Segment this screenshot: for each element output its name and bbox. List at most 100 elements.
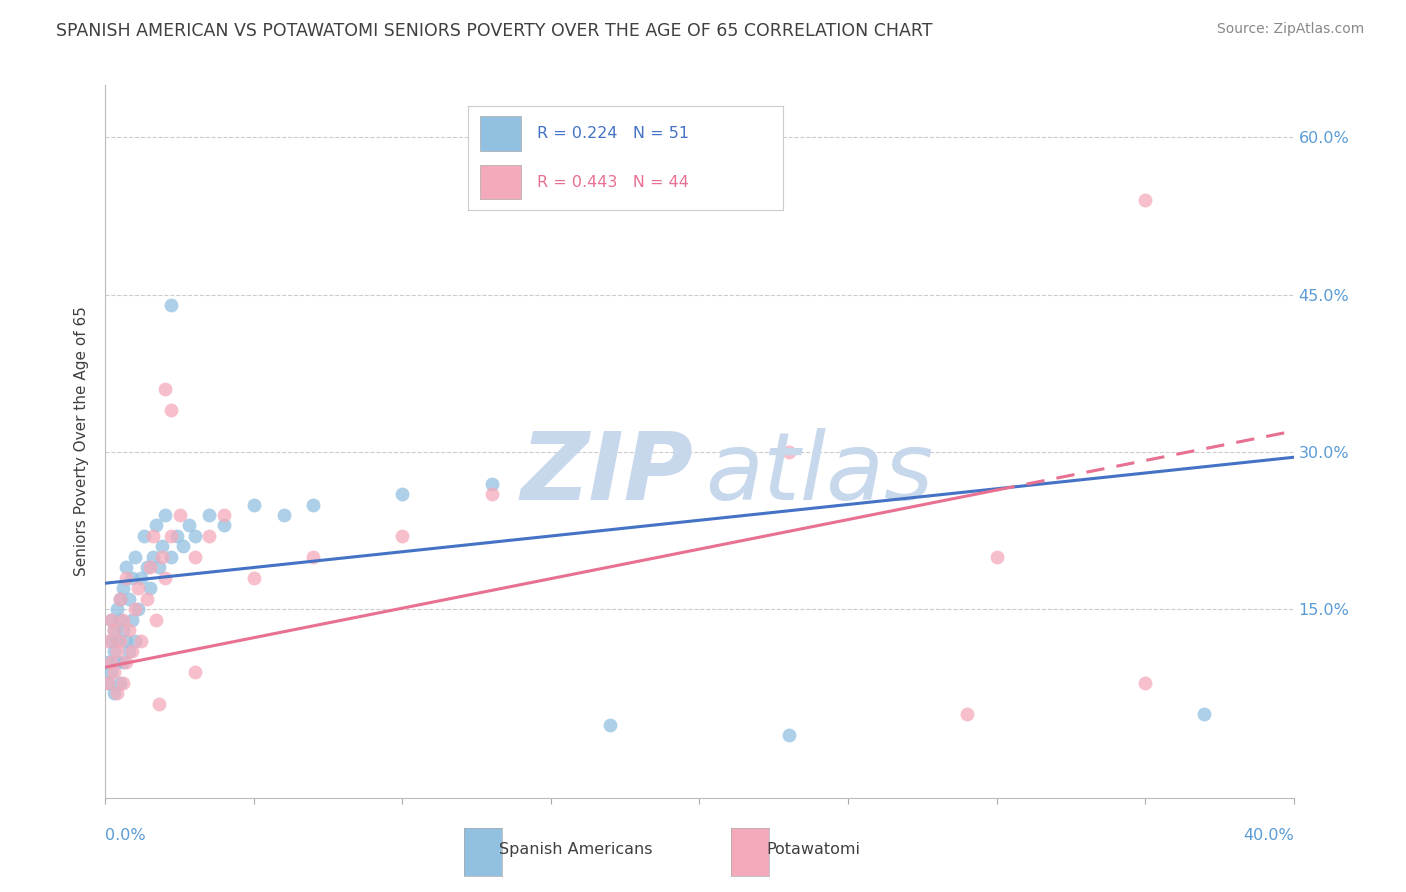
Point (166, 529, 188, 543)
Point (136, 560, 159, 574)
Point (97, 676, 120, 690)
Point (986, 549, 1008, 564)
Point (97, 676, 120, 690)
Point (198, 529, 221, 543)
Point (118, 591, 141, 606)
Point (391, 529, 413, 543)
Point (100, 613, 122, 627)
Point (599, 718, 621, 732)
Point (628, 466, 651, 480)
Point (148, 697, 170, 711)
Point (183, 665, 205, 680)
Text: atlas: atlas (706, 428, 934, 519)
Point (159, 298, 181, 312)
Point (105, 655, 128, 669)
Point (956, 707, 979, 722)
Point (124, 549, 146, 564)
Point (273, 508, 295, 522)
Point (110, 634, 132, 648)
Point (139, 560, 162, 574)
Text: Potawatomi: Potawatomi (766, 842, 860, 856)
Point (142, 529, 165, 543)
Point (481, 476, 503, 491)
Point (124, 602, 146, 616)
Point (183, 549, 205, 564)
Point (110, 613, 132, 627)
Point (243, 571, 266, 585)
Point (153, 382, 176, 396)
Point (112, 582, 135, 596)
Point (121, 613, 143, 627)
Point (118, 624, 141, 638)
Point (100, 613, 122, 627)
Point (105, 644, 128, 658)
Point (139, 582, 162, 596)
Point (145, 518, 167, 533)
Point (103, 624, 125, 638)
Point (1133, 676, 1156, 690)
Point (391, 487, 413, 501)
Text: Source: ZipAtlas.com: Source: ZipAtlas.com (1216, 22, 1364, 37)
Point (153, 571, 176, 585)
Point (172, 540, 194, 554)
Point (129, 571, 152, 585)
Point (97, 655, 120, 669)
Text: 40.0%: 40.0% (1243, 828, 1294, 843)
Point (112, 676, 135, 690)
Point (159, 403, 181, 417)
Point (121, 644, 143, 658)
Point (124, 634, 146, 648)
Point (110, 676, 132, 690)
Point (100, 655, 122, 669)
Point (150, 549, 173, 564)
Point (103, 644, 125, 658)
Point (110, 591, 132, 606)
Point (112, 613, 135, 627)
Point (110, 591, 132, 606)
Point (100, 634, 122, 648)
Text: SPANISH AMERICAN VS POTAWATOMI SENIORS POVERTY OVER THE AGE OF 65 CORRELATION CH: SPANISH AMERICAN VS POTAWATOMI SENIORS P… (56, 22, 932, 40)
Point (115, 655, 138, 669)
Point (153, 508, 176, 522)
Point (118, 644, 141, 658)
Point (778, 445, 800, 459)
Point (103, 686, 125, 700)
Point (243, 498, 266, 512)
Point (112, 624, 135, 638)
Text: Spanish Americans: Spanish Americans (499, 842, 652, 856)
Point (97, 634, 120, 648)
Point (115, 571, 138, 585)
Point (100, 665, 122, 680)
Y-axis label: Seniors Poverty Over the Age of 65: Seniors Poverty Over the Age of 65 (75, 307, 90, 576)
Point (145, 613, 167, 627)
Point (302, 549, 325, 564)
Point (103, 665, 125, 680)
Point (169, 508, 191, 522)
Point (214, 508, 236, 522)
Point (105, 602, 128, 616)
Point (1133, 193, 1156, 207)
Point (159, 529, 181, 543)
Point (177, 518, 200, 533)
Point (121, 571, 143, 585)
Point (150, 540, 173, 554)
Point (115, 634, 138, 648)
Point (302, 498, 325, 512)
Text: ZIP: ZIP (520, 427, 693, 520)
Point (127, 582, 149, 596)
Point (112, 655, 135, 669)
Point (105, 634, 128, 648)
Point (481, 487, 503, 501)
Point (778, 728, 800, 742)
Point (132, 529, 155, 543)
Point (127, 602, 149, 616)
Point (142, 549, 165, 564)
Point (115, 560, 138, 574)
Point (159, 549, 181, 564)
Point (129, 634, 152, 648)
Point (183, 529, 205, 543)
Point (105, 686, 128, 700)
Point (148, 560, 170, 574)
Point (103, 624, 125, 638)
Point (1194, 707, 1216, 722)
